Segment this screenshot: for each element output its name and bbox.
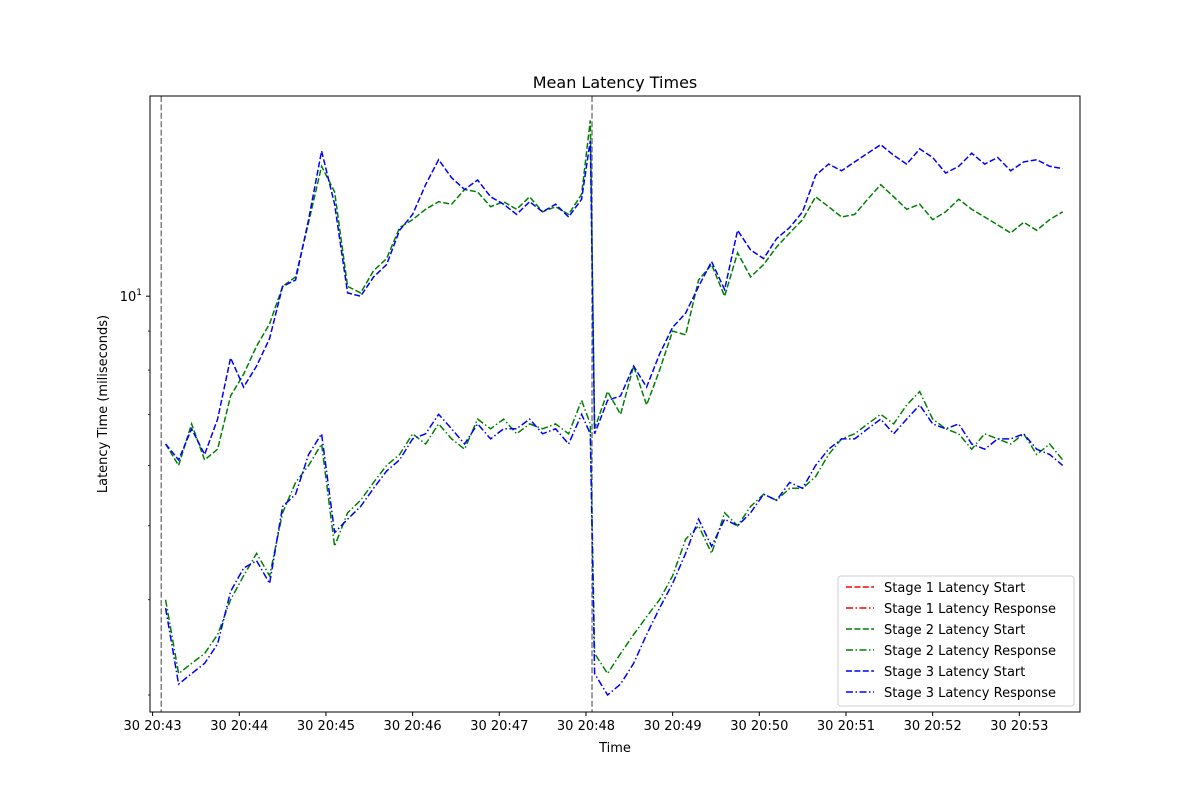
x-tick-label: 30 20:49	[644, 719, 702, 734]
x-tick-label: 30 20:51	[817, 719, 875, 734]
legend-label: Stage 1 Latency Response	[884, 602, 1056, 617]
vline-group	[160, 96, 593, 712]
series-line-4	[164, 390, 1064, 675]
x-tick-label: 30 20:44	[210, 719, 268, 734]
x-tick-label: 30 20:43	[124, 719, 182, 734]
x-axis-label: Time	[598, 741, 631, 756]
legend-label: Stage 3 Latency Response	[884, 686, 1056, 701]
plot-frame	[149, 95, 1081, 713]
legend-label: Stage 2 Latency Start	[884, 623, 1025, 638]
y-axis-label: Latency Time (miliseconds)	[96, 315, 111, 493]
series-group	[164, 120, 1064, 697]
x-tick-label: 30 20:47	[470, 719, 528, 734]
series-line-5	[165, 140, 1063, 462]
legend: Stage 1 Latency Start Stage 1 Latency Res…	[837, 575, 1075, 707]
legend-box	[837, 575, 1075, 707]
series-line-6	[164, 403, 1064, 697]
x-tick-label: 30 20:50	[730, 719, 788, 734]
x-tick-label: 30 20:53	[990, 719, 1048, 734]
chart-title: Mean Latency Times	[533, 73, 698, 92]
x-axis: 30 20:43 30 20:44 30 20:45 30 20:46 30 20:47…	[124, 712, 1048, 734]
legend-label: Stage 3 Latency Start	[884, 665, 1025, 680]
legend-label: Stage 2 Latency Response	[884, 644, 1056, 659]
y-tick-exponent: 1	[136, 288, 142, 298]
x-tick-label: 30 20:45	[297, 719, 355, 734]
x-tick-label: 30 20:46	[384, 719, 442, 734]
x-tick-label: 30 20:48	[557, 719, 615, 734]
legend-label: Stage 1 Latency Start	[884, 581, 1025, 596]
x-tick-label: 30 20:52	[904, 719, 962, 734]
